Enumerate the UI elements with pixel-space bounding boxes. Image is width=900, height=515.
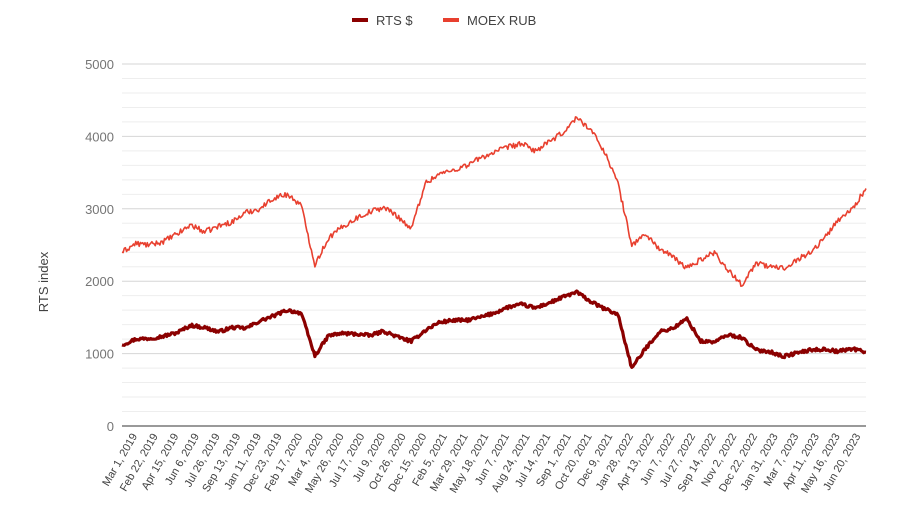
y-tick-label: 5000 (85, 57, 114, 72)
series-lines (121, 116, 867, 369)
legend: RTS $ MOEX RUB (352, 13, 536, 28)
y-tick-label: 4000 (85, 129, 114, 144)
y-tick-label: 3000 (85, 202, 114, 217)
y-axis-ticks: 0 1000 2000 3000 4000 5000 (85, 57, 114, 434)
series-line-rts (121, 289, 867, 369)
y-tick-label: 1000 (85, 347, 114, 362)
y-tick-label: 2000 (85, 274, 114, 289)
legend-label-moex: MOEX RUB (467, 13, 536, 28)
gridlines (122, 63, 866, 427)
legend-label-rts: RTS $ (376, 13, 413, 28)
series-line-moex (121, 116, 867, 287)
y-axis-title: RTS index (36, 251, 51, 312)
y-tick-label: 0 (107, 419, 114, 434)
